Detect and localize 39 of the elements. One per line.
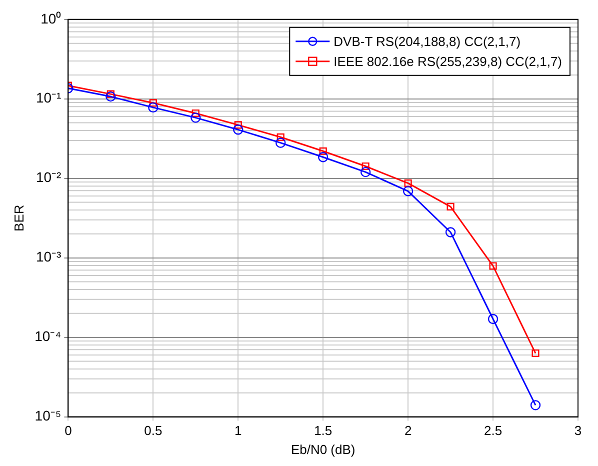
y-tick-label: 10⁻²	[36, 169, 62, 186]
point	[276, 133, 284, 141]
point	[234, 121, 242, 129]
x-axis-title: Eb/N0 (dB)	[290, 442, 356, 457]
point	[148, 102, 158, 113]
point	[319, 147, 327, 155]
point	[446, 202, 454, 210]
y-tick-label: 10⁻³	[36, 248, 62, 265]
x-tick-label: 2	[404, 423, 412, 438]
point	[360, 166, 371, 178]
x-tick-label: 0	[64, 423, 72, 438]
point	[190, 112, 201, 123]
y-tick-label: 10⁻⁴	[34, 328, 62, 344]
point	[530, 400, 541, 410]
x-tick-label: 2.5	[484, 423, 502, 438]
legend-label: IEEE 802.16e RS(255,239,8) CC(2,1,7)	[334, 54, 562, 69]
point	[445, 227, 456, 238]
point	[149, 99, 157, 107]
y-axis-title: BER	[11, 204, 26, 232]
y-tick-label: 10⁰	[40, 10, 62, 26]
point	[402, 186, 414, 196]
point	[318, 152, 328, 162]
point	[404, 179, 412, 187]
x-tick-label: 1	[234, 423, 242, 438]
x-tick-label: 3	[574, 423, 582, 438]
point	[489, 262, 497, 270]
point	[532, 349, 540, 358]
point	[233, 124, 244, 135]
y-tick-label: 10⁻¹	[36, 90, 62, 106]
point	[192, 109, 200, 118]
x-tick-label: 1.5	[314, 423, 332, 438]
legend-label: DVB-T RS(204,188,8) CC(2,1,7)	[334, 34, 521, 49]
point	[106, 91, 116, 102]
point	[106, 90, 114, 98]
y-tick-label: 10⁻⁵	[34, 408, 62, 424]
x-tick-label: 0.5	[144, 423, 162, 438]
point	[276, 138, 286, 148]
point	[488, 314, 498, 324]
point	[362, 162, 370, 170]
